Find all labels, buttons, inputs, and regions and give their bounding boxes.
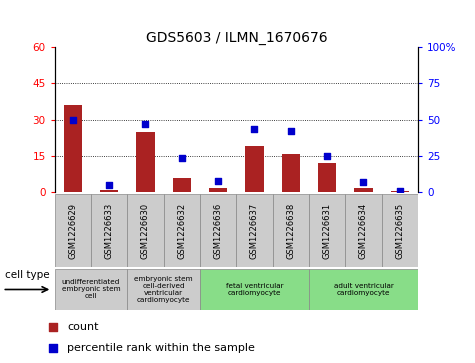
Text: GSM1226635: GSM1226635 [395,203,404,258]
Bar [91,194,127,267]
Bar [345,194,381,267]
Bar [127,269,200,310]
Text: GSM1226636: GSM1226636 [214,203,223,258]
Bar [237,194,273,267]
Bar [200,194,237,267]
Bar [391,191,409,192]
Bar [173,178,191,192]
Title: GDS5603 / ILMN_1670676: GDS5603 / ILMN_1670676 [145,31,327,45]
Point [396,188,404,194]
Text: GSM1226633: GSM1226633 [104,203,114,258]
Bar [282,154,300,192]
Bar [318,163,336,192]
Bar [309,194,345,267]
Bar [100,190,118,192]
Bar [209,188,227,192]
Point [105,182,113,188]
Text: percentile rank within the sample: percentile rank within the sample [67,343,256,353]
Bar [246,146,264,192]
Point [178,155,186,160]
Point [323,153,331,159]
Point [142,121,149,127]
Bar [200,269,309,310]
Text: embryonic stem
cell-derived
ventricular
cardiomyocyte: embryonic stem cell-derived ventricular … [134,276,193,303]
Point [69,117,76,123]
Text: GSM1226634: GSM1226634 [359,203,368,258]
Text: GSM1226632: GSM1226632 [177,203,186,258]
Bar [136,132,154,192]
Bar [309,269,418,310]
Point [251,126,258,131]
Text: GSM1226637: GSM1226637 [250,203,259,258]
Bar [354,188,372,192]
Text: cell type: cell type [5,270,49,280]
Bar [64,105,82,192]
Bar [381,194,418,267]
Text: GSM1226629: GSM1226629 [68,203,77,258]
Bar [55,269,127,310]
Text: fetal ventricular
cardiomyocyte: fetal ventricular cardiomyocyte [226,283,283,296]
Point [49,324,57,330]
Text: count: count [67,322,99,332]
Bar [163,194,200,267]
Point [360,179,367,185]
Point [214,178,222,184]
Bar [273,194,309,267]
Point [49,345,57,351]
Text: adult ventricular
cardiomyocyte: adult ventricular cardiomyocyte [333,283,393,296]
Bar [127,194,163,267]
Text: GSM1226630: GSM1226630 [141,203,150,258]
Point [287,129,294,134]
Text: undifferentiated
embryonic stem
cell: undifferentiated embryonic stem cell [62,280,120,299]
Bar [55,194,91,267]
Text: GSM1226631: GSM1226631 [323,203,332,258]
Text: GSM1226638: GSM1226638 [286,203,295,258]
